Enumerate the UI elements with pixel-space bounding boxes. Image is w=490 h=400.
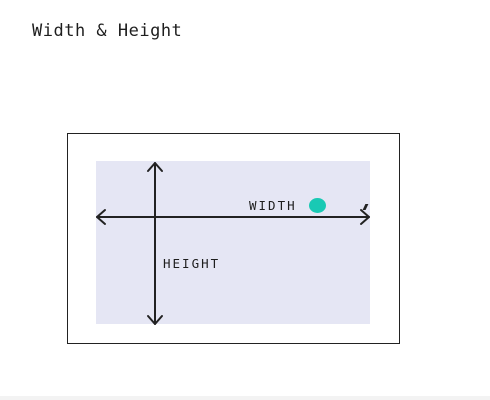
- width-label: WIDTH: [249, 198, 297, 213]
- content-area: [96, 161, 370, 324]
- width-arrow: [96, 209, 370, 225]
- height-arrow: [147, 162, 163, 325]
- teal-dot-cursor-icon: [309, 198, 326, 213]
- height-label: HEIGHT: [163, 256, 221, 271]
- page-title: Width & Height: [32, 21, 183, 41]
- bottom-divider: [0, 396, 490, 400]
